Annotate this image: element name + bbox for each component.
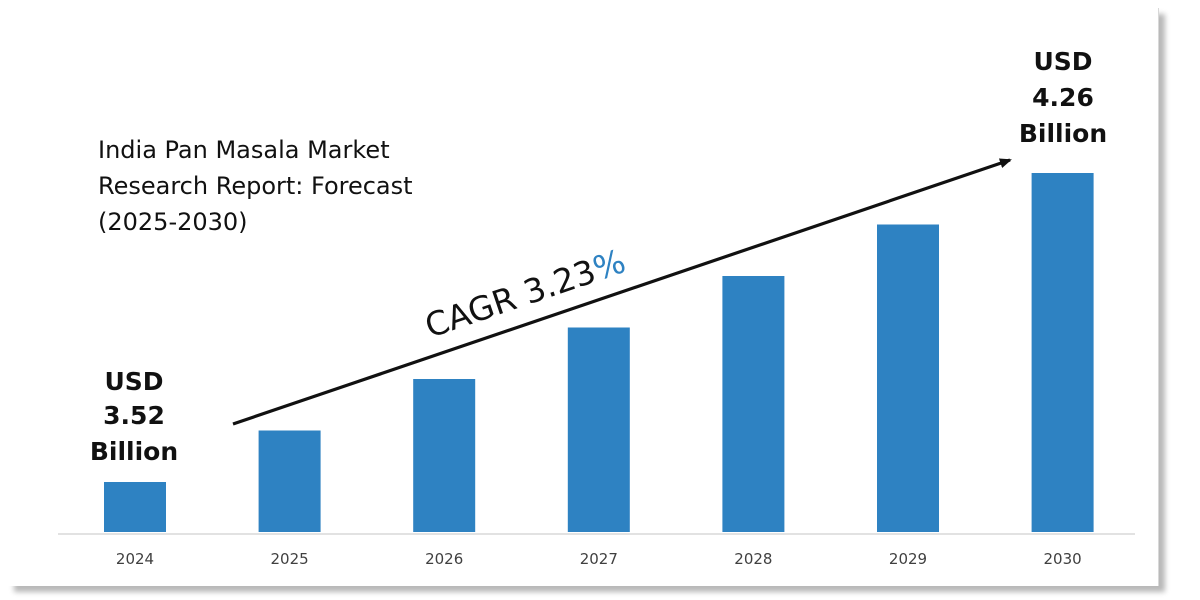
chart-title-line-1: India Pan Masala Market — [98, 136, 390, 164]
chart-title-line-2: Research Report: Forecast — [98, 172, 413, 200]
start-value-label-line-2: 3.52 — [103, 401, 165, 430]
chart-title-line-3: (2025-2030) — [98, 208, 248, 236]
x-tick-label-2029: 2029 — [889, 550, 927, 568]
start-value-label-line-1: USD — [104, 367, 163, 396]
tick-labels-group: 2024 2025 2026 2027 2028 2029 2030 — [116, 550, 1082, 568]
x-tick-label-2025: 2025 — [271, 550, 309, 568]
trend-arrow — [232, 158, 1012, 426]
bar-2029 — [877, 224, 939, 532]
start-value-label-line-3: Billion — [90, 437, 178, 466]
end-value-label-line-3: Billion — [1019, 119, 1107, 148]
x-tick-label-2030: 2030 — [1044, 550, 1082, 568]
bar-2025 — [258, 430, 321, 532]
bars-group — [104, 173, 1094, 532]
end-value-label-line-2: 4.26 — [1032, 83, 1094, 112]
x-tick-label-2028: 2028 — [734, 550, 772, 568]
x-tick-label-2026: 2026 — [425, 550, 463, 568]
bar-2030 — [1031, 173, 1094, 532]
x-tick-label-2024: 2024 — [116, 550, 154, 568]
x-tick-label-2027: 2027 — [580, 550, 618, 568]
bar-2026 — [413, 379, 476, 532]
end-value-label-line-1: USD — [1033, 47, 1092, 76]
bar-2024 — [104, 482, 166, 532]
bar-2027 — [567, 327, 630, 532]
bar-2028 — [722, 276, 785, 532]
